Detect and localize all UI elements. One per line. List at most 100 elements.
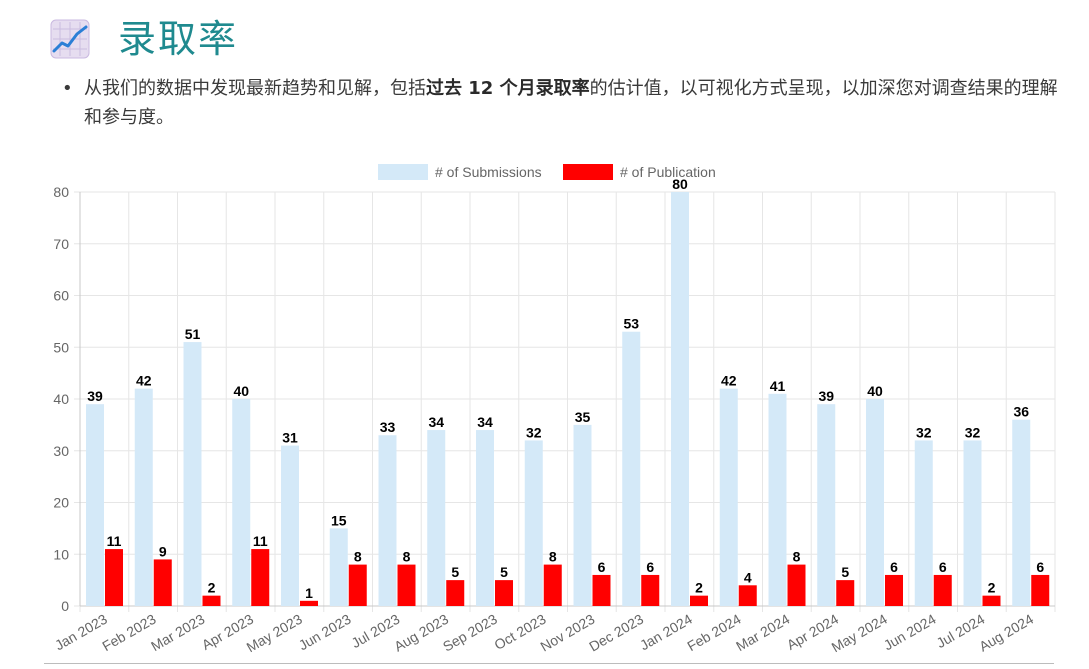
data-label-publication: 5 [841, 564, 849, 580]
x-tick-label: Jan 2024 [637, 611, 695, 654]
bar-submissions [86, 404, 104, 606]
bar-submissions [281, 445, 299, 606]
x-tick-label: Nov 2023 [537, 611, 597, 655]
data-label-submissions: 41 [770, 378, 786, 394]
legend-swatch-submissions [378, 164, 428, 180]
bar-publication [543, 564, 562, 606]
y-tick-label: 0 [61, 598, 69, 614]
bar-submissions [866, 399, 884, 606]
bar-submissions [719, 388, 738, 606]
page-title: 录取率 [118, 17, 239, 61]
bullet-dot-icon: • [62, 78, 73, 99]
data-label-publication: 6 [939, 559, 947, 575]
x-tick-label: Jan 2023 [52, 611, 110, 654]
bar-submissions [183, 342, 202, 606]
x-tick-label: Aug 2024 [976, 611, 1036, 655]
x-tick-label: Aug 2023 [391, 611, 451, 655]
data-label-submissions: 39 [87, 388, 103, 404]
bar-submissions [573, 424, 592, 606]
bar-publication [300, 600, 318, 606]
intro-text-after: 的估计值，以可视化方式呈现，以加深您对调查结果的理解和参与度。 [84, 78, 1058, 128]
data-label-publication: 5 [451, 564, 459, 580]
bar-submissions [671, 192, 689, 606]
data-label-publication: 2 [208, 580, 216, 596]
data-label-publication: 5 [500, 564, 508, 580]
data-label-submissions: 80 [672, 176, 688, 192]
bar-submissions [476, 430, 494, 606]
legend-label-submissions: # of Submissions [435, 164, 542, 180]
data-label-submissions: 31 [282, 430, 298, 446]
data-label-publication: 8 [793, 549, 801, 565]
bar-submissions [427, 430, 446, 606]
data-label-publication: 6 [1036, 559, 1044, 575]
bar-publication [105, 549, 123, 606]
bar-submissions [329, 528, 348, 606]
data-label-submissions: 15 [331, 512, 347, 528]
bar-publication [446, 580, 465, 606]
y-tick-label: 30 [53, 443, 69, 459]
data-label-submissions: 34 [477, 414, 493, 430]
data-label-submissions: 51 [185, 326, 201, 342]
x-tick-label: Jun 2024 [881, 611, 939, 654]
bar-submissions [134, 388, 153, 606]
data-label-publication: 11 [107, 533, 122, 549]
x-tick-label: Dec 2023 [586, 611, 646, 655]
data-label-submissions: 42 [721, 373, 737, 389]
bar-submissions [963, 440, 982, 606]
data-label-publication: 6 [598, 559, 606, 575]
bar-publication [738, 585, 757, 606]
bar-publication [933, 574, 952, 606]
data-label-publication: 11 [253, 533, 268, 549]
data-label-submissions: 33 [380, 419, 396, 435]
data-label-submissions: 42 [136, 373, 152, 389]
data-label-submissions: 32 [916, 424, 932, 440]
data-label-submissions: 39 [818, 388, 834, 404]
data-label-submissions: 32 [526, 424, 542, 440]
y-tick-label: 40 [53, 391, 69, 407]
bar-submissions [1012, 419, 1031, 606]
data-label-submissions: 35 [575, 409, 591, 425]
bar-publication [885, 574, 903, 606]
data-label-submissions: 40 [867, 383, 883, 399]
bar-publication [251, 549, 270, 606]
bar-publication [592, 574, 611, 606]
x-tick-label: May 2023 [244, 611, 305, 656]
bar-submissions [524, 440, 543, 606]
x-tick-label: Sep 2023 [440, 611, 500, 655]
bar-publication [1031, 574, 1050, 606]
intro-text-before: 从我们的数据中发现最新趋势和见解，包括 [84, 78, 426, 99]
bar-publication [982, 595, 1001, 606]
y-tick-label: 70 [53, 236, 69, 252]
data-label-publication: 4 [744, 569, 752, 585]
bar-publication [787, 564, 806, 606]
intro-text: 从我们的数据中发现最新趋势和见解，包括过去 12 个月录取率的估计值，以可视化方… [84, 74, 1062, 132]
data-label-publication: 6 [890, 559, 898, 575]
intro-bullet: • 从我们的数据中发现最新趋势和见解，包括过去 12 个月录取率的估计值，以可视… [62, 74, 1062, 132]
bar-submissions [817, 404, 836, 606]
bar-publication [397, 564, 416, 606]
bar-publication [836, 580, 855, 606]
data-label-publication: 8 [354, 549, 362, 565]
bar-publication [348, 564, 367, 606]
bottom-divider [44, 663, 1054, 664]
intro-text-bold: 过去 12 个月录取率 [426, 78, 590, 99]
y-tick-label: 10 [53, 546, 69, 562]
header: 录取率 [50, 14, 238, 64]
bar-submissions [914, 440, 933, 606]
data-label-publication: 9 [159, 543, 167, 559]
data-label-publication: 6 [646, 559, 654, 575]
legend-label-publication: # of Publication [620, 164, 716, 180]
y-tick-label: 20 [53, 495, 69, 511]
data-label-publication: 8 [403, 549, 411, 565]
y-tick-label: 80 [53, 184, 69, 200]
x-tick-label: Feb 2023 [99, 611, 158, 655]
data-label-publication: 8 [549, 549, 557, 565]
x-tick-label: Mar 2023 [148, 611, 207, 655]
data-label-publication: 2 [988, 580, 996, 596]
x-tick-label: May 2024 [829, 611, 890, 656]
bar-submissions [232, 399, 251, 606]
bar-submissions [622, 331, 641, 606]
data-label-submissions: 40 [233, 383, 249, 399]
bar-submissions [378, 435, 397, 606]
bar-submissions [768, 393, 787, 606]
